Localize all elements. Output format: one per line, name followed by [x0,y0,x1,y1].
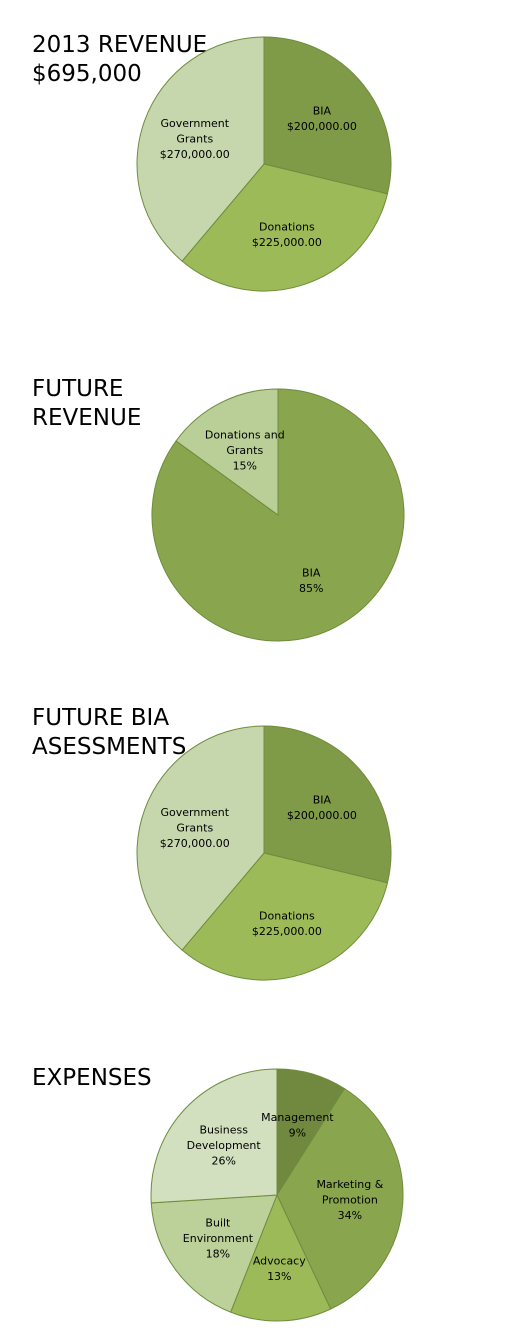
slice-label-line: 9% [289,1127,306,1140]
slice-label-line: Environment [183,1232,254,1245]
slice-label-line: 85% [299,582,323,595]
slice-label-donations-and: Donations and Grants 15% [205,428,285,472]
slice-label-line: Grants [176,822,213,835]
pie-chart: BIA $200,000.00 Donations $225,000.00 Govern… [136,725,392,981]
slice-label-line: Advocacy [253,1254,306,1267]
slice-label-line: $225,000.00 [252,925,322,938]
pie-slice-donations [181,852,389,981]
slice-label-line: BIA [313,105,332,118]
chart-title: FUTURE BIA ASESSMENTS [32,704,186,762]
slice-label-line: Donations [259,909,315,922]
pie-slice-business [150,1068,278,1204]
slice-label-advocacy: Advocacy 13% [253,1254,306,1283]
slice-label-line: 34% [338,1209,362,1222]
slice-label-line: $270,000.00 [160,148,230,161]
future-bia-assessments-chart: FUTURE BIA ASESSMENTS BIA $200,000.00 Dona… [32,704,392,981]
slice-label-built: Built Environment 18% [183,1217,254,1261]
pie-slice-government [136,36,265,262]
chart-title-line-1: 2013 REVENUE [32,32,208,58]
chart-title-line-1: EXPENSES [32,1065,152,1091]
slice-label-line: BIA [302,566,321,579]
slice-label-line: BIA [313,794,332,807]
pie-slice-donations [181,163,389,292]
revenue-2013-chart: 2013 REVENUE $695,000 BIA $200,000.00 Dona… [0,0,522,320]
slice-label-line: Marketing & [316,1178,383,1191]
pie-slice-donations-and [175,388,279,516]
pie-slice-advocacy [229,1193,332,1322]
slice-label-line: Government [160,117,229,130]
slice-label-line: Business [199,1124,248,1137]
pie-slice-bia [263,725,392,884]
slice-label-line: 18% [206,1248,230,1261]
slice-label-line: Development [187,1139,262,1152]
slice-label-government: Government Grants $270,000.00 [160,806,230,850]
slice-label-management: Management 9% [261,1111,334,1140]
pie-slice-bia [263,36,392,195]
chart-title: 2013 REVENUE $695,000 [32,31,207,89]
chart-title-line-1: FUTURE [32,376,124,402]
slice-label-line: $270,000.00 [160,837,230,850]
chart-title-line-2: REVENUE [32,405,142,431]
slice-label-marketing: Marketing & Promotion 34% [316,1178,383,1222]
pie-slice-government [136,725,265,951]
slice-label-bia: BIA $200,000.00 [287,794,357,823]
slice-label-bia: BIA 85% [299,566,323,595]
slice-label-line: Donations and [205,428,285,441]
slice-label-line: $225,000.00 [252,236,322,249]
future-revenue-chart: FUTURE REVENUE BIA 85% Donations and Grants… [0,0,522,660]
slice-label-line: $200,000.00 [287,809,357,822]
slice-label-line: $200,000.00 [287,120,357,133]
pie-chart: BIA 85% Donations and Grants 15% [151,388,405,642]
slice-label-line: 26% [211,1155,235,1168]
chart-title-line-1: FUTURE BIA [32,705,170,731]
slice-label-line: Built [205,1217,231,1230]
slice-label-line: Promotion [322,1194,378,1207]
slice-label-government: Government Grants $270,000.00 [160,117,230,161]
slice-label-line: Donations [259,220,315,233]
pie-slice-marketing [276,1087,404,1310]
chart-title-line-2: ASESSMENTS [32,734,187,760]
pie-chart: BIA $200,000.00 Donations $225,000.00 Govern… [136,36,392,292]
slice-label-line: Government [160,806,229,819]
slice-label-business: Business Development 26% [187,1124,262,1168]
slice-label-line: 13% [267,1270,291,1283]
chart-title: FUTURE REVENUE [32,375,141,433]
slice-label-line: 15% [233,459,257,472]
pie-slice-built [150,1194,278,1313]
slice-label-donations: Donations $225,000.00 [252,220,322,249]
chart-title: EXPENSES [32,1064,152,1093]
slice-label-donations: Donations $225,000.00 [252,909,322,938]
slice-label-line: Grants [226,444,263,457]
slice-label-bia: BIA $200,000.00 [287,105,357,134]
slice-label-line: Management [261,1111,334,1124]
chart-title-line-2: $695,000 [32,61,142,87]
slice-label-line: Grants [176,133,213,146]
